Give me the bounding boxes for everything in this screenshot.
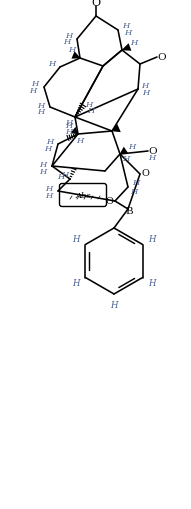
Text: H: H bbox=[72, 279, 80, 288]
Text: H: H bbox=[128, 143, 136, 151]
Text: O: O bbox=[91, 0, 101, 8]
Polygon shape bbox=[122, 44, 131, 51]
Text: O: O bbox=[141, 169, 149, 178]
FancyBboxPatch shape bbox=[60, 184, 107, 207]
Text: H: H bbox=[122, 22, 130, 30]
Text: H: H bbox=[37, 102, 45, 110]
Text: O: O bbox=[149, 146, 157, 155]
Text: H: H bbox=[45, 191, 53, 200]
Text: H: H bbox=[85, 101, 93, 109]
Text: H: H bbox=[65, 128, 73, 136]
Text: H: H bbox=[57, 173, 65, 181]
Text: H: H bbox=[132, 179, 140, 187]
Text: H: H bbox=[44, 145, 52, 153]
Polygon shape bbox=[71, 52, 80, 60]
Text: H: H bbox=[110, 301, 118, 310]
Text: H: H bbox=[130, 39, 138, 47]
Polygon shape bbox=[112, 125, 121, 133]
Text: H: H bbox=[124, 29, 132, 37]
Text: H: H bbox=[122, 155, 130, 163]
Text: H: H bbox=[141, 82, 149, 90]
Text: Abs: Abs bbox=[75, 191, 91, 200]
Text: H: H bbox=[72, 235, 80, 244]
Text: H: H bbox=[130, 188, 138, 195]
Polygon shape bbox=[70, 128, 78, 135]
Text: H: H bbox=[46, 138, 54, 146]
Text: H: H bbox=[87, 107, 95, 115]
Text: H: H bbox=[65, 32, 73, 40]
Text: H: H bbox=[45, 185, 53, 192]
Text: H: H bbox=[142, 89, 150, 97]
Text: H: H bbox=[29, 87, 37, 95]
Text: H: H bbox=[68, 46, 76, 54]
Text: H: H bbox=[39, 167, 47, 176]
Text: H: H bbox=[48, 60, 56, 68]
Text: H: H bbox=[37, 108, 45, 116]
Text: B: B bbox=[125, 206, 133, 215]
Text: H: H bbox=[148, 235, 156, 244]
Text: H: H bbox=[31, 80, 39, 88]
Text: H: H bbox=[63, 38, 71, 46]
Text: H: H bbox=[148, 279, 156, 288]
Text: H: H bbox=[65, 119, 73, 127]
Text: O: O bbox=[158, 52, 166, 62]
Text: H: H bbox=[76, 137, 84, 145]
Polygon shape bbox=[120, 148, 128, 155]
Text: H: H bbox=[148, 154, 156, 162]
Text: O: O bbox=[105, 196, 113, 205]
Text: H: H bbox=[65, 122, 73, 130]
Text: H: H bbox=[61, 171, 69, 179]
Text: H: H bbox=[39, 161, 47, 168]
